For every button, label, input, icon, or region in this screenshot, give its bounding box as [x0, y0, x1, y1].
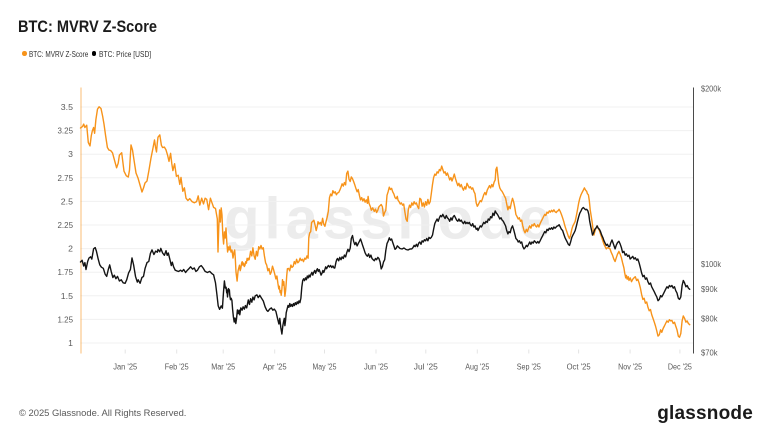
svg-text:May '25: May '25 [313, 362, 337, 372]
svg-text:2.25: 2.25 [58, 220, 74, 230]
svg-text:Mar '25: Mar '25 [211, 362, 235, 372]
svg-text:1: 1 [68, 338, 73, 348]
svg-text:2.5: 2.5 [61, 196, 73, 206]
svg-text:Feb '25: Feb '25 [165, 362, 189, 372]
svg-text:1.25: 1.25 [58, 314, 74, 324]
svg-text:Jun '25: Jun '25 [364, 362, 388, 372]
svg-text:Dec '25: Dec '25 [668, 362, 692, 372]
svg-text:1.75: 1.75 [58, 267, 74, 277]
svg-text:2.75: 2.75 [58, 173, 74, 183]
svg-text:$100k: $100k [701, 259, 722, 269]
svg-text:3.5: 3.5 [61, 102, 73, 112]
svg-text:$200k: $200k [701, 84, 722, 94]
svg-text:Aug '25: Aug '25 [465, 362, 489, 372]
svg-text:$90k: $90k [701, 284, 718, 294]
svg-text:1.5: 1.5 [61, 291, 73, 301]
svg-text:Jul '25: Jul '25 [414, 362, 438, 372]
svg-text:Nov '25: Nov '25 [618, 362, 642, 372]
svg-text:Oct '25: Oct '25 [567, 362, 591, 372]
svg-text:3: 3 [68, 149, 73, 159]
svg-text:$70k: $70k [701, 348, 718, 358]
svg-text:2: 2 [68, 244, 73, 254]
svg-text:Jan '25: Jan '25 [113, 362, 137, 372]
svg-text:3.25: 3.25 [58, 126, 74, 136]
svg-text:Apr '25: Apr '25 [263, 362, 287, 372]
svg-text:Sep '25: Sep '25 [517, 362, 541, 372]
svg-text:$80k: $80k [701, 314, 718, 324]
svg-text:glassnode: glassnode [224, 187, 556, 252]
